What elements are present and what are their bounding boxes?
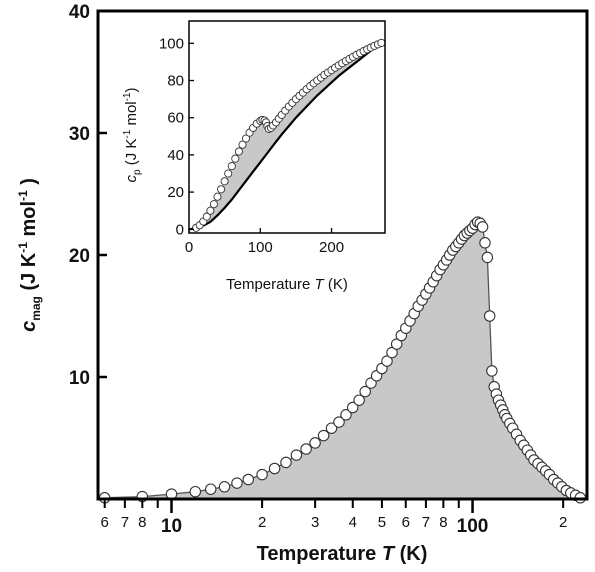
main-x-axis-title: Temperature T (K)	[257, 543, 428, 565]
main-data-point	[204, 483, 217, 495]
main-x-minor-label: 2	[258, 514, 266, 531]
main-x-minor-label: 7	[422, 514, 430, 531]
main-data-point	[290, 449, 303, 461]
main-y-axis-unit-c: )	[18, 178, 40, 190]
main-data-point	[333, 416, 345, 428]
inset-data-point	[241, 134, 251, 143]
main-y-axis-unit-a: (J K	[18, 252, 40, 290]
inset-data-point	[202, 212, 211, 221]
main-data-point	[268, 462, 281, 475]
main-y-axis-subscript: mag	[29, 296, 43, 321]
main-y-axis-symbol: c	[18, 321, 40, 332]
main-x-tick-label: 100	[457, 516, 489, 537]
main-x-minor-label: 8	[439, 514, 447, 531]
main-data-point	[353, 394, 365, 406]
inset-y-tick-label: 20	[167, 184, 184, 201]
inset-area-fill	[196, 42, 382, 229]
main-data-point	[242, 473, 255, 486]
main-data-point	[481, 251, 494, 264]
main-x-axis-label: Temperature	[257, 543, 377, 565]
main-data-point	[483, 310, 496, 322]
main-x-tick-label: 10	[161, 516, 182, 537]
main-data-point	[231, 477, 243, 489]
inset-x-axis-unit: (K)	[328, 276, 348, 293]
main-x-minor-label: 4	[349, 514, 357, 531]
main-y-axis: 10 20 30 40	[69, 2, 107, 389]
main-y-axis-unit-exp2: -1	[16, 190, 30, 201]
main-data-point	[381, 355, 393, 367]
main-data-point	[280, 456, 292, 469]
inset-y-axis-unit-b: mol	[123, 101, 140, 129]
main-data-point	[476, 221, 489, 233]
main-data-point	[479, 237, 491, 249]
main-data-point	[317, 429, 330, 442]
main-x-axis-variable: T	[382, 543, 396, 565]
inset-plot-frame	[188, 20, 386, 234]
inset-series-points	[192, 38, 386, 232]
main-x-minor-label: 2	[559, 514, 567, 531]
main-area-fill	[104, 222, 581, 499]
main-data-point	[300, 443, 312, 455]
main-y-tick-label: 10	[69, 368, 90, 389]
inset-data-point	[206, 206, 215, 215]
inset-y-tick-label: 40	[167, 147, 184, 164]
inset-y-tick-label: 60	[167, 110, 184, 127]
main-data-point	[218, 481, 231, 493]
inset-y-axis: 0 20 40 60 80 100	[159, 35, 194, 238]
main-y-axis-title: cmag (J K-1 mol-1 )	[16, 178, 43, 332]
main-y-axis-unit-exp1: -1	[16, 242, 30, 253]
inset-data-point	[377, 38, 386, 47]
inset-x-axis: 0 100 200	[185, 228, 344, 256]
inset-y-tick-label: 100	[159, 35, 184, 52]
main-x-minor-label: 3	[311, 514, 319, 531]
inset-plot: 0 100 200 0 20 40 60 80 100 Temperature T (K) c…	[122, 20, 386, 293]
main-y-tick-label: 40	[69, 2, 90, 23]
inset-data-point	[231, 154, 240, 163]
inset-y-tick-label: 0	[176, 221, 184, 238]
main-x-axis-unit: (K)	[400, 543, 428, 565]
inset-x-axis-variable: T	[315, 276, 326, 293]
main-x-minor-label: 6	[101, 514, 109, 531]
main-x-minor-label: 5	[378, 514, 386, 531]
main-y-tick-label: 20	[69, 246, 90, 267]
inset-x-axis-title: Temperature T (K)	[226, 276, 348, 293]
main-data-point	[340, 409, 352, 421]
inset-x-tick-label: 200	[319, 239, 344, 256]
inset-data-point	[227, 162, 236, 171]
inset-data-point	[217, 185, 226, 194]
main-data-point	[256, 468, 268, 481]
inset-y-axis-unit-exp1: -1	[122, 129, 133, 138]
inset-x-axis-label: Temperature	[226, 276, 310, 293]
main-x-minor-label: 6	[402, 514, 410, 531]
inset-data-point	[220, 177, 229, 186]
inset-lattice-line	[188, 42, 383, 231]
main-data-point	[189, 485, 202, 498]
main-x-minor-label: 7	[121, 514, 129, 531]
main-data-point	[325, 422, 338, 434]
inset-y-tick-label: 80	[167, 73, 184, 90]
main-y-tick-label: 30	[69, 124, 90, 145]
inset-x-tick-label: 0	[185, 239, 193, 256]
inset-data-point	[238, 140, 247, 149]
inset-data-point	[209, 200, 218, 209]
inset-y-axis-symbol: c	[123, 175, 140, 183]
inset-y-axis-subscript: p	[132, 169, 143, 175]
inset-y-axis-title: cp (J K-1 mol-1)	[122, 87, 143, 182]
inset-y-axis-unit-a: (J K	[123, 139, 140, 166]
inset-x-tick-label: 100	[248, 239, 273, 256]
main-data-point	[359, 385, 371, 398]
main-y-axis-unit-b: mol	[18, 201, 40, 242]
main-x-minor-label: 8	[138, 514, 146, 531]
inset-y-axis-unit-c: )	[123, 87, 140, 92]
inset-y-axis-unit-exp2: -1	[122, 92, 133, 101]
main-data-point	[486, 365, 498, 377]
inset-data-point	[224, 169, 233, 178]
main-data-point	[309, 437, 321, 449]
inset-data-point	[213, 192, 222, 201]
inset-data-point	[234, 147, 243, 156]
main-data-point	[346, 401, 359, 414]
